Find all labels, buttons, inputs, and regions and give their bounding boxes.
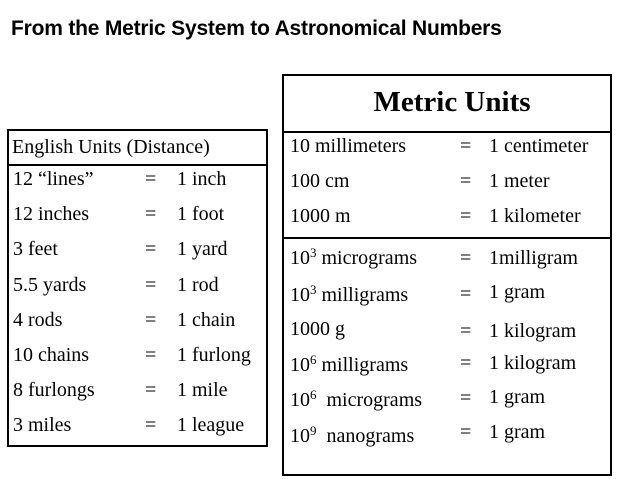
- english-row: 12 inches = 1 foot: [9, 201, 266, 236]
- metric-row-lhs: 106 micrograms: [290, 387, 423, 412]
- english-row-lhs: 5.5 yards: [13, 274, 87, 296]
- metric-row: 106 micrograms = 1 gram: [284, 386, 610, 424]
- equals-sign: =: [460, 421, 472, 443]
- english-row-rhs: 1 foot: [177, 203, 225, 225]
- metric-row-lhs: 10 millimeters: [290, 135, 407, 157]
- metric-row-rhs: 1 centimeter: [489, 135, 589, 157]
- english-row-lhs: 10 chains: [13, 344, 90, 366]
- english-row-rhs: 1 yard: [177, 238, 228, 260]
- equals-sign: =: [145, 379, 157, 401]
- english-row-rhs: 1 rod: [177, 274, 219, 296]
- unit-name: micrograms: [316, 247, 418, 269]
- metric-row: 103 milligrams = 1 gram: [284, 281, 610, 318]
- english-row-rhs: 1 inch: [177, 168, 227, 190]
- power-exponent: 6: [310, 352, 317, 367]
- equals-sign: =: [460, 247, 472, 269]
- equals-sign: =: [460, 352, 472, 374]
- unit-name: milligrams: [316, 284, 409, 306]
- unit-name: milligrams: [316, 354, 409, 376]
- equals-sign: =: [145, 344, 157, 366]
- english-row-lhs: 12 inches: [13, 203, 90, 225]
- equals-sign: =: [145, 274, 157, 296]
- metric-row: 10 millimeters = 1 centimeter: [284, 135, 610, 170]
- english-row-rhs: 1 league: [177, 414, 245, 436]
- metric-row-rhs: 1 gram: [489, 386, 546, 408]
- metric-row: 109 nanograms = 1 gram: [284, 421, 610, 459]
- english-row-rhs: 1 furlong: [177, 344, 251, 366]
- metric-row: 106 milligrams = 1 kilogram: [284, 352, 610, 388]
- english-row-rhs: 1 chain: [177, 309, 236, 331]
- english-units-table: English Units (Distance) 12 “lines” = 1 …: [7, 129, 268, 447]
- power-base: 10: [290, 284, 310, 306]
- equals-sign: =: [145, 168, 157, 190]
- metric-row-lhs: 1000 g: [290, 318, 345, 341]
- equals-sign: =: [460, 283, 472, 305]
- equals-sign: =: [460, 205, 472, 227]
- metric-row-lhs: 109 nanograms: [290, 423, 415, 448]
- english-row: 3 miles = 1 league: [9, 412, 266, 447]
- english-row: 8 furlongs = 1 mile: [9, 377, 266, 412]
- english-row-lhs: 8 furlongs: [13, 379, 95, 401]
- metric-row: 1000 m = 1 kilometer: [284, 205, 610, 240]
- metric-row: 100 cm = 1 meter: [284, 170, 610, 205]
- power-base: 10: [290, 247, 310, 269]
- power-base: 10: [290, 354, 310, 376]
- metric-row-rhs: 1 gram: [489, 281, 546, 303]
- equals-sign: =: [460, 387, 472, 409]
- power-exponent: 3: [310, 245, 317, 260]
- metric-row-rhs: 1 kilogram: [489, 352, 577, 374]
- unit-name: nanograms: [316, 425, 415, 447]
- english-row: 10 chains = 1 furlong: [9, 342, 266, 377]
- metric-units-table: Metric Units 10 millimeters = 1 centimet…: [282, 74, 612, 476]
- metric-row-lhs: 103 milligrams: [290, 282, 409, 307]
- metric-row-rhs: 1 kilometer: [489, 205, 581, 227]
- english-row-lhs: 12 “lines”: [13, 168, 94, 190]
- metric-row-rhs: 1 meter: [489, 170, 550, 192]
- equals-sign: =: [145, 203, 157, 225]
- metric-row-lhs: 106 milligrams: [290, 352, 409, 377]
- power-base: 10: [290, 389, 310, 411]
- english-units-header: English Units (Distance): [9, 131, 266, 166]
- metric-row-lhs: 103 micrograms: [290, 245, 418, 270]
- equals-sign: =: [145, 414, 157, 436]
- metric-units-header: Metric Units: [284, 76, 610, 133]
- metric-row: 103 micrograms = 1milligram: [284, 245, 610, 282]
- english-row: 4 rods = 1 chain: [9, 307, 266, 342]
- equals-sign: =: [460, 135, 472, 157]
- english-row: 12 “lines” = 1 inch: [9, 166, 266, 201]
- equals-sign: =: [460, 170, 472, 192]
- english-row-rhs: 1 mile: [177, 379, 228, 401]
- unit-name: micrograms: [316, 389, 423, 411]
- power-exponent: 6: [310, 387, 317, 402]
- metric-row-rhs: 1 kilogram: [489, 320, 577, 342]
- page-title: From the Metric System to Astronomical N…: [11, 17, 502, 40]
- metric-row-lhs: 1000 m: [290, 205, 351, 227]
- power-exponent: 3: [310, 282, 317, 297]
- english-row: 5.5 yards = 1 rod: [9, 272, 266, 307]
- english-row-lhs: 3 feet: [13, 238, 58, 260]
- english-row: 3 feet = 1 yard: [9, 236, 266, 271]
- equals-sign: =: [145, 238, 157, 260]
- power-base: 1000 g: [290, 318, 345, 340]
- english-row-lhs: 3 miles: [13, 414, 72, 436]
- equals-sign: =: [145, 309, 157, 331]
- equals-sign: =: [460, 320, 472, 342]
- metric-row: 1000 g = 1 kilogram: [284, 318, 610, 353]
- metric-row-rhs: 1milligram: [489, 247, 578, 269]
- metric-row-lhs: 100 cm: [290, 170, 350, 192]
- english-row-lhs: 4 rods: [13, 309, 63, 331]
- power-exponent: 9: [310, 423, 317, 438]
- power-base: 10: [290, 425, 310, 447]
- metric-row-rhs: 1 gram: [489, 421, 546, 443]
- metric-length-section: 10 millimeters = 1 centimeter 100 cm = 1…: [284, 133, 610, 239]
